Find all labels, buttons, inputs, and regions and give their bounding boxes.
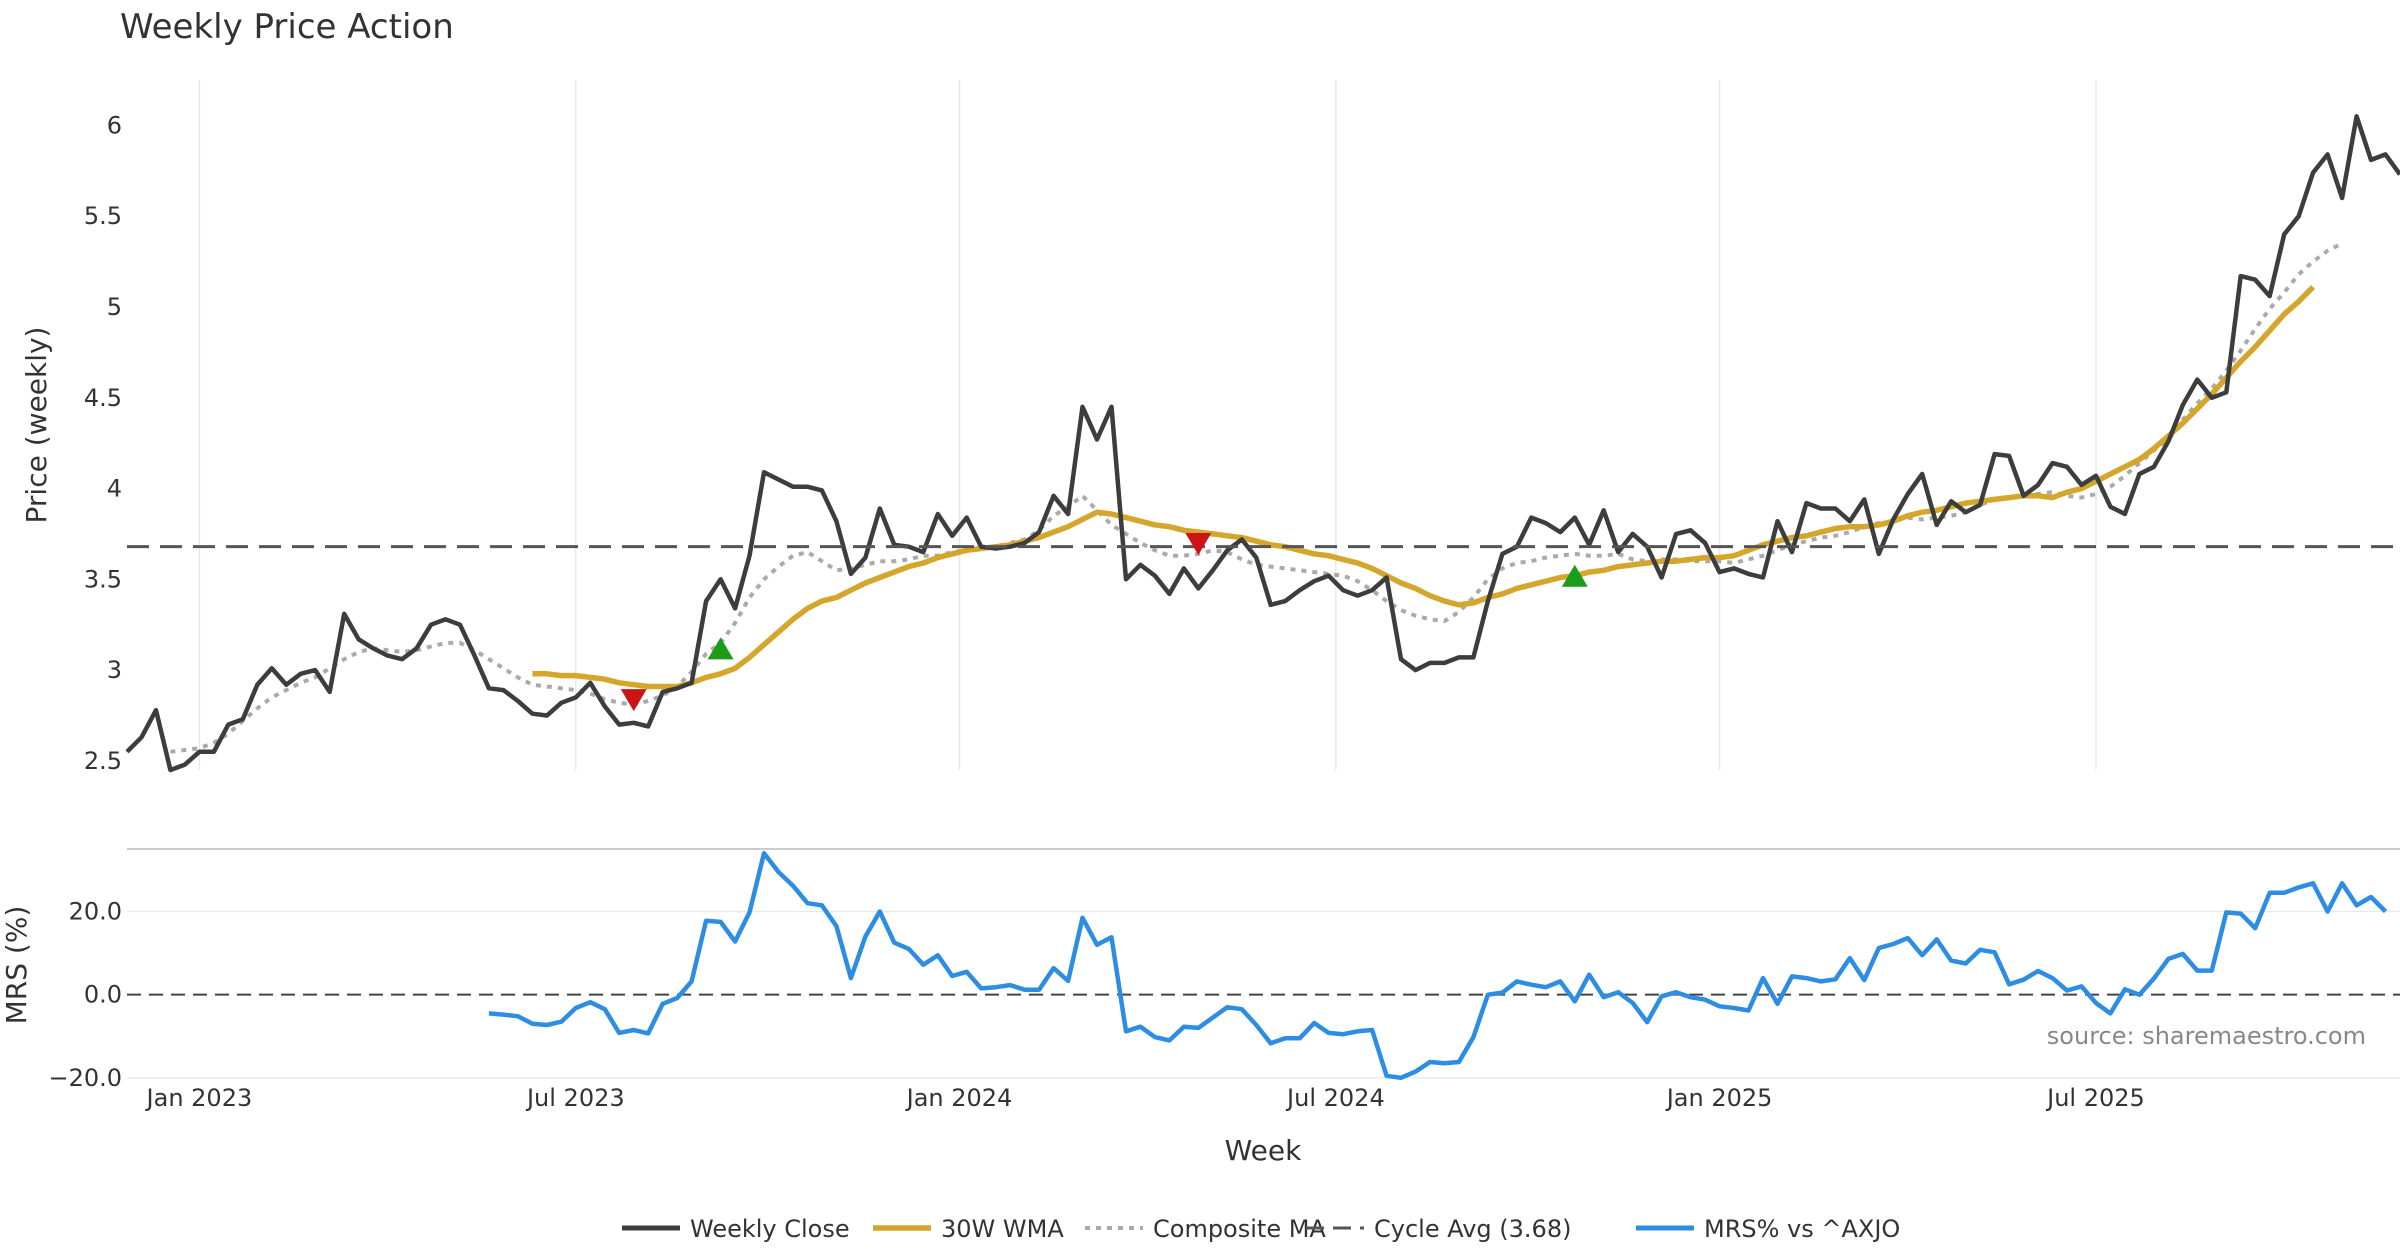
x-tick-label: Jan 2023	[145, 1084, 253, 1112]
sell-signal-marker	[620, 689, 647, 712]
price-y-tick-label: 4	[107, 475, 122, 503]
axis-labels: Jan 2023 Jul 2023 Jan 2024 Jul 2024 Jan 2025…	[48, 111, 2144, 1112]
chart-title: Weekly Price Action	[120, 7, 454, 47]
legend-label-wma: 30W WMA	[941, 1215, 1064, 1243]
x-tick-label: Jul 2025	[2045, 1084, 2145, 1112]
price-y-tick-label: 6	[107, 111, 122, 139]
x-axis-label: Week	[1225, 1134, 1302, 1167]
x-tick-label: Jul 2024	[1285, 1084, 1385, 1112]
price-panel-series	[125, 114, 2400, 773]
legend-label-mrs: MRS% vs ^AXJO	[1704, 1215, 1900, 1243]
legend-label-composite: Composite MA	[1153, 1215, 1326, 1243]
wma-30-line	[532, 285, 2316, 690]
x-tick-label: Jul 2023	[525, 1084, 625, 1112]
chart-legend: Weekly Close 30W WMA Composite MA Cycle Avg…	[622, 1215, 1900, 1243]
legend-label-close: Weekly Close	[690, 1215, 850, 1243]
x-tick-label: Jan 2025	[1665, 1084, 1773, 1112]
price-y-tick-label: 5	[107, 293, 122, 321]
buy-signal-marker	[1561, 564, 1588, 587]
mrs-panel-grid	[127, 848, 2400, 1079]
mrs-line	[488, 851, 2388, 1081]
mrs-y-axis-label: MRS (%)	[0, 906, 33, 1025]
mrs-y-tick-label: 0.0	[84, 981, 122, 1009]
sell-signal-marker	[1185, 533, 1212, 556]
price-y-tick-label: 3	[107, 656, 122, 684]
legend-label-cycle: Cycle Avg (3.68)	[1374, 1215, 1571, 1243]
weekly-close-line	[125, 114, 2400, 773]
buy-signal-marker	[707, 637, 734, 660]
price-y-tick-label: 4.5	[84, 384, 122, 412]
mrs-y-tick-label: 20.0	[69, 898, 122, 926]
mrs-y-tick-label: −20.0	[48, 1064, 122, 1092]
price-y-tick-label: 3.5	[84, 565, 122, 593]
mrs-panel-series	[488, 851, 2388, 1081]
price-panel-grid	[198, 80, 2097, 770]
x-tick-label: Jan 2024	[905, 1084, 1013, 1112]
source-attribution: source: sharemaestro.com	[2047, 1022, 2366, 1050]
price-y-tick-label: 5.5	[84, 202, 122, 230]
price-y-tick-label: 2.5	[84, 747, 122, 775]
price-y-axis-label: Price (weekly)	[20, 327, 53, 524]
